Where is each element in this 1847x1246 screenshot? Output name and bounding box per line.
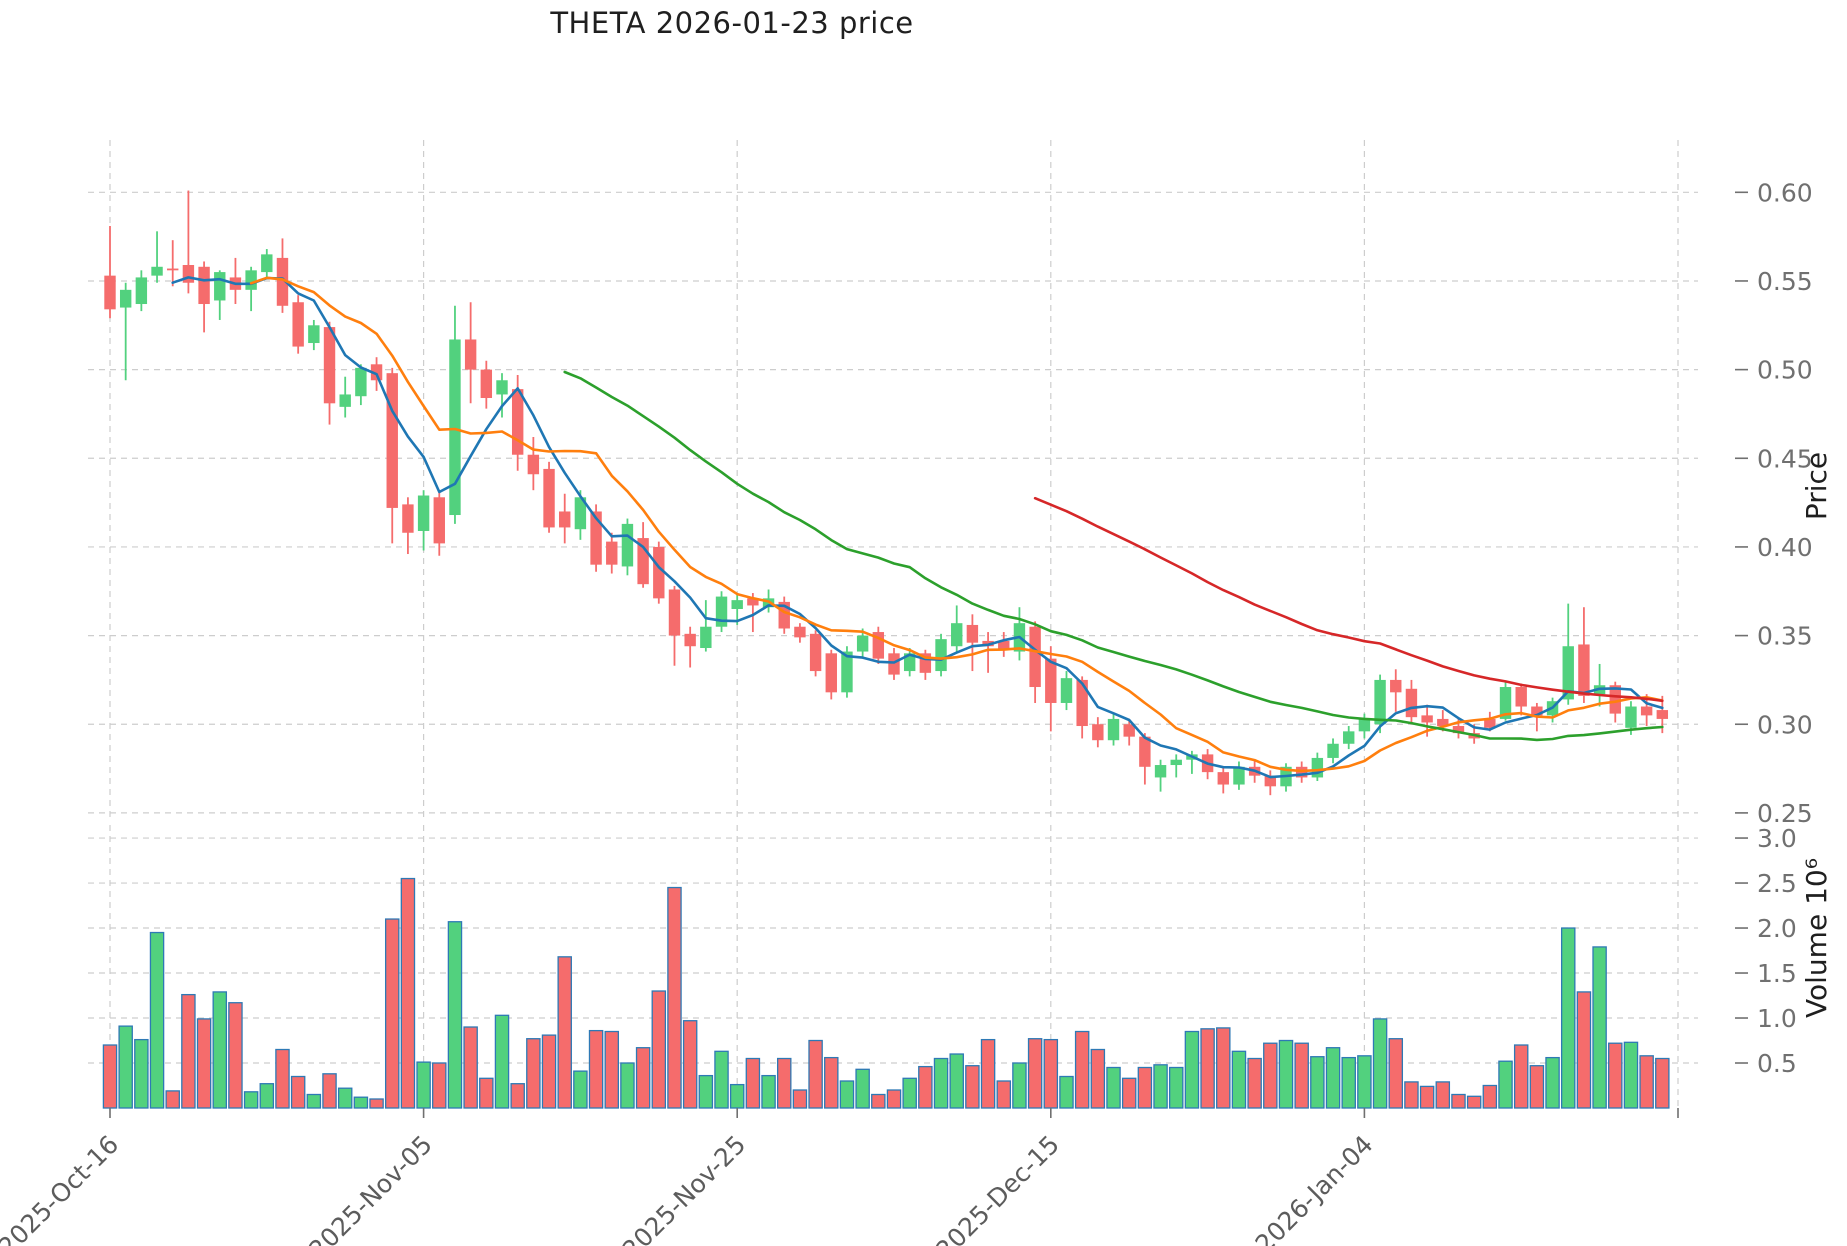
svg-text:3.0: 3.0 bbox=[1757, 824, 1797, 853]
volume-bars bbox=[102, 877, 1670, 1109]
svg-text:2.5: 2.5 bbox=[1757, 869, 1797, 898]
svg-text:0.50: 0.50 bbox=[1757, 356, 1813, 385]
svg-text:0.30: 0.30 bbox=[1757, 710, 1813, 739]
svg-text:1.5: 1.5 bbox=[1757, 959, 1797, 988]
ma-lines bbox=[171, 276, 1664, 779]
volume-axis-label: Volume 10⁶ bbox=[1800, 858, 1833, 1018]
svg-text:2026-Jan-04: 2026-Jan-04 bbox=[1250, 1130, 1379, 1246]
svg-text:0.60: 0.60 bbox=[1757, 178, 1813, 207]
svg-text:0.35: 0.35 bbox=[1757, 622, 1813, 651]
chart-title: THETA 2026-01-23 price bbox=[550, 6, 914, 40]
svg-text:2025-Nov-05: 2025-Nov-05 bbox=[303, 1130, 438, 1246]
svg-text:2.0: 2.0 bbox=[1757, 914, 1797, 943]
price-axis-label: Price bbox=[1800, 452, 1833, 520]
svg-text:2025-Dec-15: 2025-Dec-15 bbox=[930, 1130, 1065, 1246]
grid-layer bbox=[88, 140, 1698, 1108]
svg-text:0.5: 0.5 bbox=[1757, 1049, 1797, 1078]
svg-text:0.25: 0.25 bbox=[1757, 799, 1813, 828]
svg-text:0.40: 0.40 bbox=[1757, 533, 1813, 562]
svg-text:1.0: 1.0 bbox=[1757, 1004, 1797, 1033]
svg-text:2025-Nov-25: 2025-Nov-25 bbox=[617, 1130, 752, 1246]
svg-text:0.55: 0.55 bbox=[1757, 267, 1813, 296]
svg-text:0.45: 0.45 bbox=[1757, 444, 1813, 473]
svg-text:2025-Oct-16: 2025-Oct-16 bbox=[0, 1130, 124, 1246]
